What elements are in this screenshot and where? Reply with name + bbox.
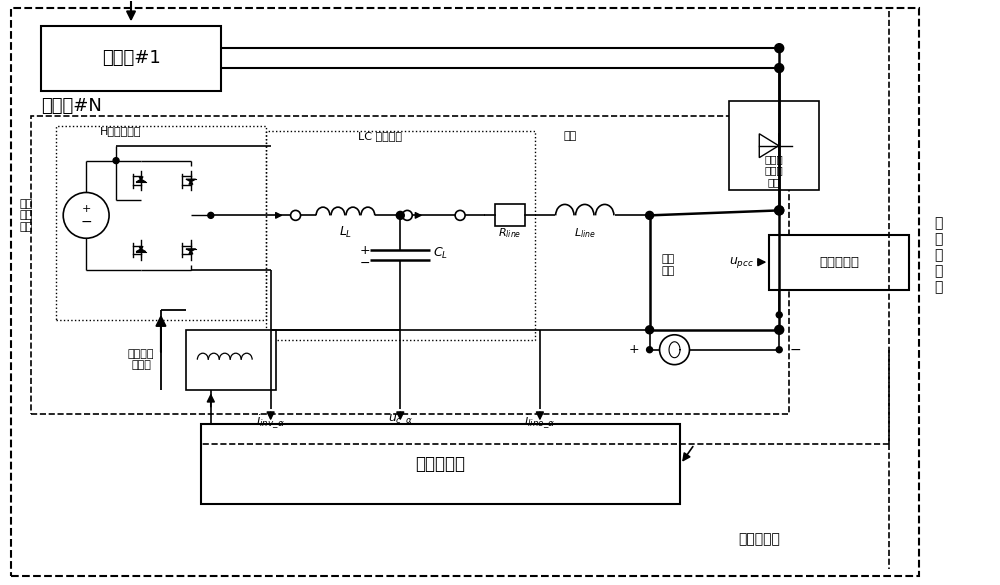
Circle shape (208, 212, 214, 218)
Circle shape (775, 64, 784, 73)
Text: −: − (789, 343, 801, 357)
Circle shape (646, 326, 654, 334)
Text: 线性和
非线性
负载: 线性和 非线性 负载 (765, 154, 784, 187)
Text: $i_{line\_\alpha}$: $i_{line\_\alpha}$ (524, 412, 556, 430)
Bar (186, 330, 276, 390)
Bar (495, 204, 525, 226)
Text: 逆变器#1: 逆变器#1 (102, 49, 160, 67)
Text: −: − (80, 215, 92, 229)
Polygon shape (136, 249, 146, 252)
Circle shape (775, 206, 784, 215)
Circle shape (776, 312, 782, 318)
Text: −: − (360, 257, 371, 270)
Circle shape (775, 206, 784, 215)
Text: $u_{c\_\alpha}$: $u_{c\_\alpha}$ (388, 412, 413, 427)
Text: 本地控制器: 本地控制器 (415, 455, 465, 473)
Text: $L_{line}$: $L_{line}$ (574, 226, 596, 240)
Text: $i_{inv\_\alpha}$: $i_{inv\_\alpha}$ (256, 412, 285, 430)
Bar (56, 126, 266, 320)
Text: 逆变器#N: 逆变器#N (41, 97, 102, 115)
Text: H桥逆变电路: H桥逆变电路 (100, 126, 142, 136)
Text: $u_{pcc}$: $u_{pcc}$ (729, 254, 754, 270)
Bar (769, 235, 909, 290)
Text: $C_L$: $C_L$ (433, 246, 448, 261)
Text: +: + (360, 244, 371, 257)
Text: 低
带
宽
通
信: 低 带 宽 通 信 (935, 216, 943, 295)
Bar (729, 101, 819, 191)
Text: $R_{line}$: $R_{line}$ (498, 226, 522, 240)
Text: 驱动及保
护电路: 驱动及保 护电路 (128, 349, 154, 370)
Text: +: + (81, 204, 91, 214)
Text: 直流
稳压
电源: 直流 稳压 电源 (20, 199, 33, 232)
Text: 集中控制器: 集中控制器 (819, 256, 859, 269)
Bar (266, 131, 535, 340)
Circle shape (646, 211, 654, 219)
Text: LC 滤波电路: LC 滤波电路 (358, 131, 402, 141)
Text: +: + (629, 343, 640, 356)
Circle shape (396, 211, 404, 219)
Polygon shape (759, 134, 779, 157)
Polygon shape (136, 179, 146, 182)
Circle shape (113, 157, 119, 164)
Circle shape (647, 347, 653, 353)
Text: 馈线: 馈线 (563, 131, 576, 141)
Text: $L_L$: $L_L$ (339, 225, 352, 240)
Text: 公共
母线: 公共 母线 (662, 254, 675, 276)
Text: 低带宽通信: 低带宽通信 (738, 532, 780, 546)
Polygon shape (186, 179, 196, 182)
Circle shape (775, 44, 784, 53)
Polygon shape (186, 249, 196, 252)
Bar (201, 424, 680, 504)
Bar (41, 26, 221, 91)
Bar (31, 116, 789, 414)
Circle shape (776, 347, 782, 353)
Circle shape (775, 325, 784, 334)
